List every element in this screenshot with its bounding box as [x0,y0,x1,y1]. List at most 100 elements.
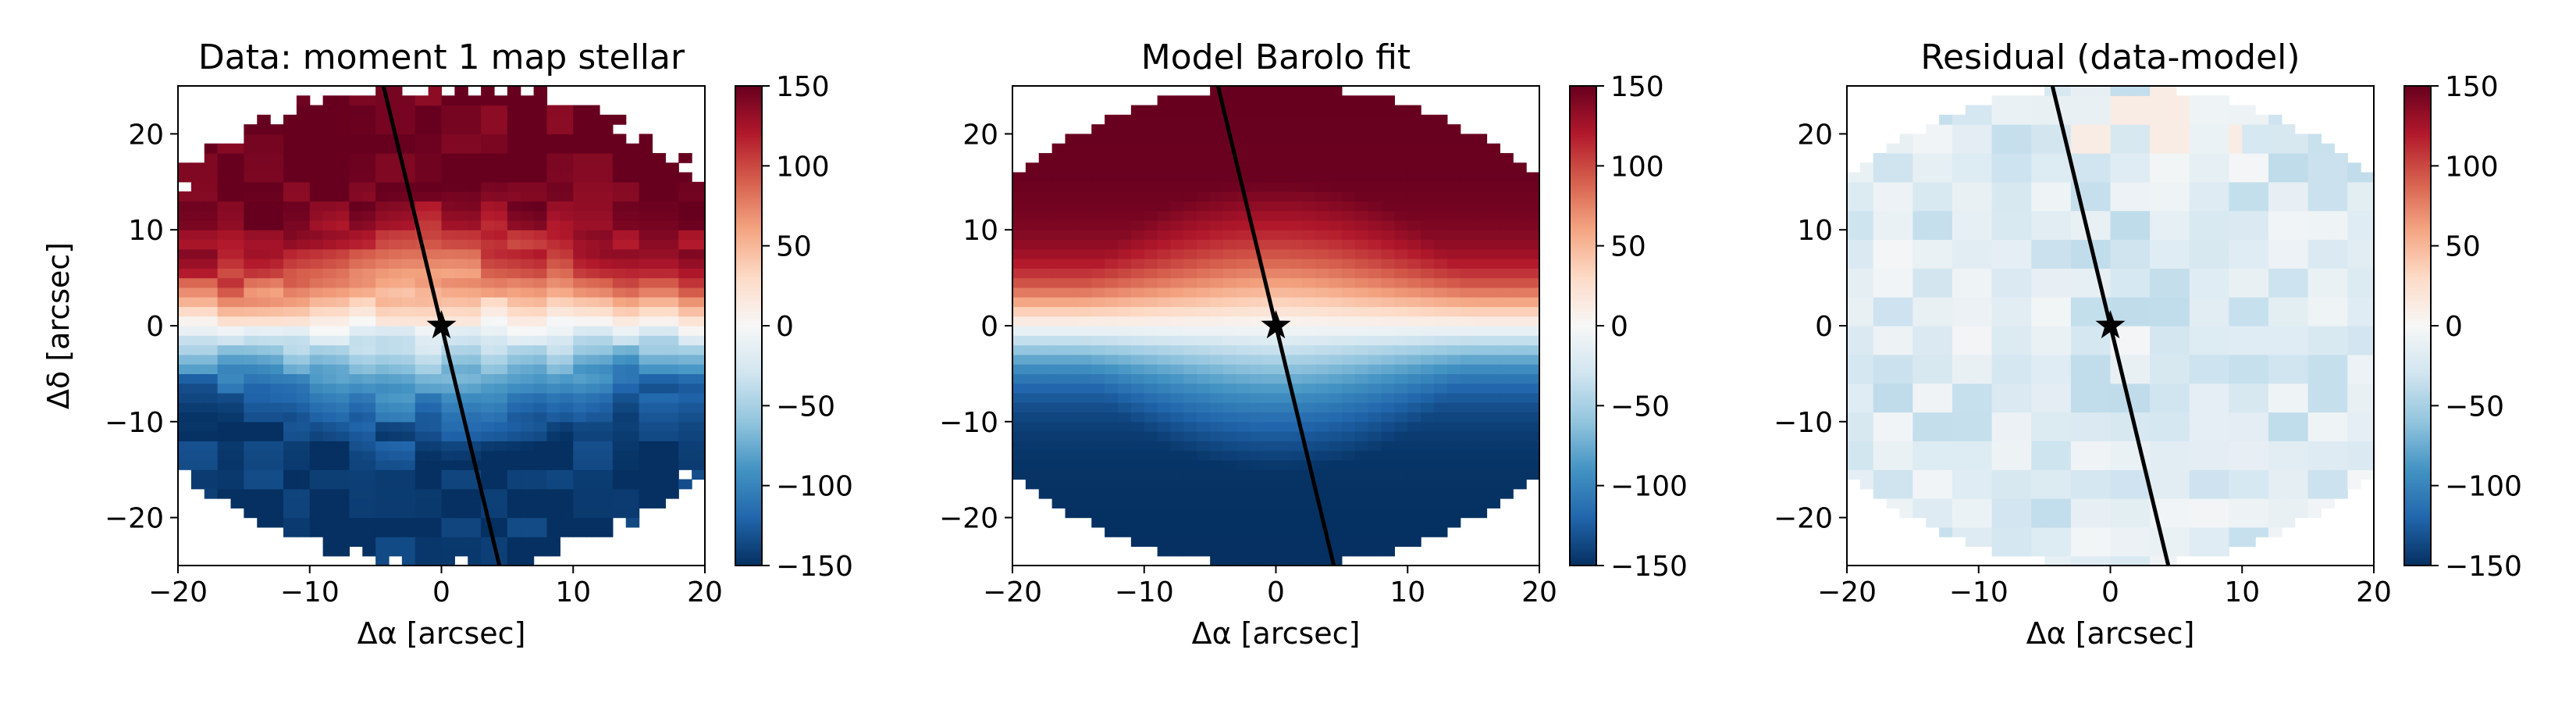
heatmap-cell [244,335,258,346]
heatmap-cell [2202,373,2217,384]
heatmap-cell [1276,219,1290,230]
heatmap-cell [1118,431,1132,441]
heatmap-cell [507,441,521,451]
heatmap-cell [1434,306,1448,317]
heatmap-cell [1446,326,1461,336]
heatmap-cell [1460,508,1475,519]
heatmap-cell [533,201,548,212]
heatmap-cell [1965,450,1980,461]
heatmap-cell [1105,152,1119,163]
heatmap-cell [454,86,468,96]
heatmap-cell [2163,95,2177,106]
heatmap-cell [1991,152,2006,163]
heatmap-cell [2163,124,2177,134]
heatmap-cell [454,172,468,183]
heatmap-cell [190,383,205,394]
heatmap-cell [270,143,284,154]
heatmap-cell [692,412,705,423]
heatmap-cell [1926,421,1940,432]
heatmap-cell [2215,95,2229,106]
heatmap-cell [349,479,363,490]
heatmap-cell [507,488,521,499]
heatmap-cell [1473,373,1488,384]
heatmap-cell [1886,469,1901,480]
heatmap-cell [2058,479,2072,490]
heatmap-cell [1886,239,1901,250]
heatmap-cell [2189,114,2204,125]
heatmap-cell [1262,259,1277,269]
heatmap-cell [1873,479,1888,490]
heatmap-cell [441,498,455,509]
heatmap-cell [612,219,627,230]
heatmap-cell [1965,287,1980,298]
heatmap-cell [560,277,574,288]
heatmap-cell [507,469,521,480]
heatmap-cell [1873,373,1888,384]
heatmap-cell [178,306,192,317]
heatmap-cell [283,210,297,221]
heatmap-cell [1473,297,1488,308]
heatmap-cell [375,124,390,134]
heatmap-cell [1289,441,1303,451]
heatmap-cell [1500,316,1514,327]
heatmap-cell [296,152,311,163]
heatmap-cell [244,277,258,288]
heatmap-cell [2176,152,2190,163]
x-tick-label: 0 [1267,576,1285,608]
heatmap-cell [336,297,350,308]
heatmap-cell [2229,230,2243,241]
heatmap-cell [1952,124,1966,134]
heatmap-cell [1210,201,1224,212]
heatmap-cell [1978,181,1993,192]
heatmap-cell [1394,143,1408,154]
heatmap-cell [296,344,311,355]
heatmap-cell [1210,230,1224,241]
heatmap-cell [270,306,284,317]
heatmap-cell [1899,248,1913,259]
heatmap-cell [1157,383,1172,394]
heatmap-cell [2123,431,2137,441]
heatmap-cell [244,239,258,250]
heatmap-cell [1051,479,1066,490]
heatmap-cell [1407,392,1421,403]
heatmap-cell [190,373,205,384]
heatmap-cell [520,201,535,212]
heatmap-cell [322,412,337,423]
heatmap-cell [1486,210,1500,221]
heatmap-cell [1091,259,1105,269]
heatmap-cell [204,459,219,470]
heatmap-cell [612,488,627,499]
heatmap-cell [481,210,495,221]
heatmap-cell [2150,412,2164,423]
heatmap-cell [2083,172,2098,183]
heatmap-cell [2005,268,2019,279]
heatmap-cell [2150,210,2164,221]
heatmap-cell [1526,277,1539,288]
heatmap-cell [481,152,495,163]
heatmap-cell [639,459,653,470]
heatmap-cell [2176,201,2190,212]
heatmap-cell [1249,124,1264,134]
heatmap-cell [2176,373,2190,384]
heatmap-cell [1421,421,1435,432]
heatmap-cell [1144,517,1158,528]
heatmap-cell [586,230,600,241]
heatmap-cell [190,201,205,212]
heatmap-cell [1978,162,1993,173]
heatmap-cell [1434,498,1448,509]
heatmap-cell [2215,373,2229,384]
heatmap-cell [520,412,535,423]
heatmap-cell [2137,555,2151,566]
heatmap-cell [1078,201,1092,212]
heatmap-cell [217,287,232,298]
heatmap-cell [375,277,390,288]
heatmap-cell [2150,421,2164,432]
heatmap-cell [2058,230,2072,241]
heatmap-cell [481,248,495,259]
heatmap-cell [2215,459,2229,470]
heatmap-cell [1249,105,1264,116]
heatmap-cell [692,441,705,451]
heatmap-cell [1859,259,1874,269]
heatmap-cell [1886,421,1901,432]
heatmap-cell [309,354,324,365]
